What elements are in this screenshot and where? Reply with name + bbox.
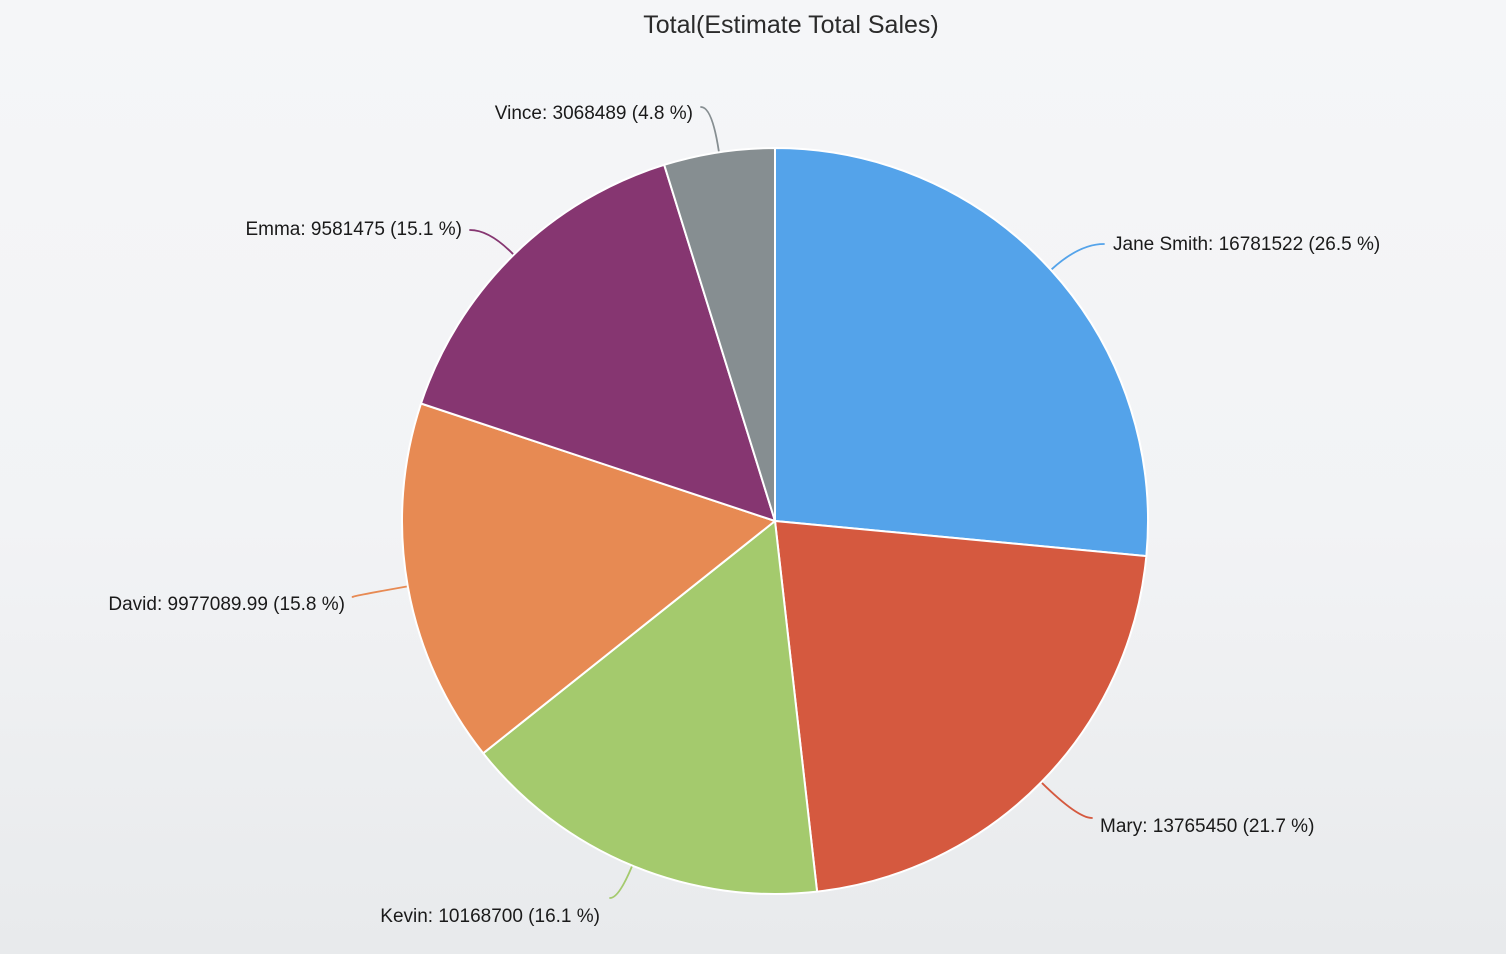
slice-labels: Jane Smith: 16781522 (26.5 %) Mary: 13765… — [108, 103, 1380, 927]
slice-label-jane-smith: Jane Smith: 16781522 (26.5 %) — [1113, 234, 1380, 255]
slice-label-emma: Emma: 9581475 (15.1 %) — [245, 219, 462, 240]
pie-slice-kevin[interactable] — [482, 520, 819, 895]
leader-line-vince — [700, 106, 720, 153]
leader-lines — [351, 106, 1105, 899]
leader-line-david — [351, 585, 408, 598]
leader-line-jane-smith — [1050, 243, 1105, 271]
pie-slice-vince[interactable] — [663, 147, 776, 522]
slice-label-mary: Mary: 13765450 (21.7 %) — [1100, 816, 1314, 837]
leader-line-kevin — [609, 865, 633, 899]
leader-line-mary — [1041, 782, 1093, 819]
slice-label-david: David: 9977089.99 (15.8 %) — [108, 594, 345, 615]
pie-slice-jane-smith[interactable] — [774, 147, 1149, 558]
pie-slice-emma[interactable] — [419, 163, 776, 522]
pie-slices — [401, 147, 1149, 895]
leader-line-emma — [469, 229, 514, 255]
slice-label-kevin: Kevin: 10168700 (16.1 %) — [380, 906, 600, 927]
slice-label-vince: Vince: 3068489 (4.8 %) — [495, 103, 693, 124]
pie-slice-mary[interactable] — [774, 520, 1148, 893]
chart-title: Total(Estimate Total Sales) — [643, 11, 939, 39]
